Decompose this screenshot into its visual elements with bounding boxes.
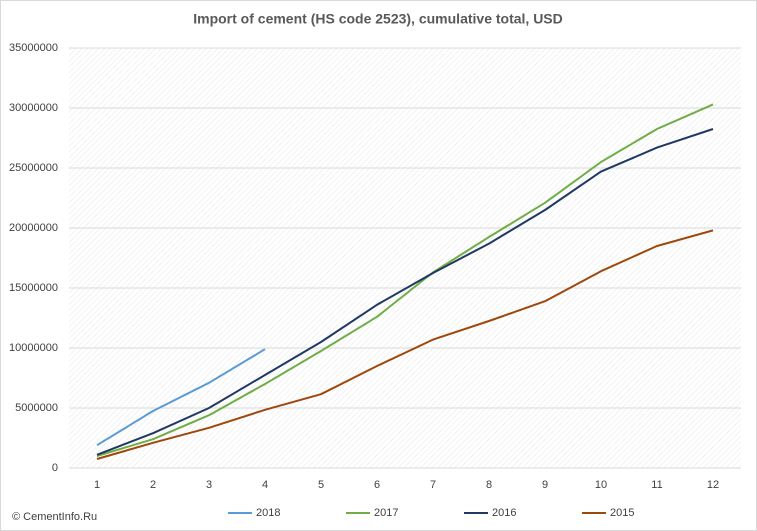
- source: © CementInfo.Ru: [12, 511, 97, 523]
- legend-label: 2015: [610, 507, 634, 519]
- legend-label: 2018: [256, 507, 280, 519]
- x-tick-label: 5: [318, 479, 324, 491]
- x-tick-label: 11: [651, 479, 662, 491]
- y-tick-label: 20000000: [9, 222, 58, 234]
- x-tick-label: 10: [595, 479, 607, 491]
- series-line: [96, 103, 714, 457]
- plot-area: [69, 48, 741, 468]
- x-tick-label: 12: [707, 479, 719, 491]
- series-line: [96, 128, 714, 456]
- y-tick-label: 0: [52, 462, 58, 474]
- x-tick-label: 1: [94, 479, 100, 491]
- y-tick-label: 5000000: [15, 402, 58, 414]
- x-tick-label: 8: [486, 479, 492, 491]
- legend-label: 2017: [374, 507, 398, 519]
- y-tick-label: 15000000: [9, 282, 58, 294]
- x-tick-label: 9: [542, 479, 548, 491]
- legend-label: 2016: [492, 507, 516, 519]
- y-tick-label: 25000000: [9, 162, 58, 174]
- series-line: [96, 229, 714, 460]
- y-tick-label: 35000000: [9, 42, 58, 54]
- x-tick-label: 4: [262, 479, 268, 491]
- y-tick-label: 10000000: [9, 342, 58, 354]
- x-tick-label: 6: [374, 479, 380, 491]
- x-tick-label: 2: [150, 479, 156, 491]
- x-tick-label: 7: [430, 479, 436, 491]
- chart-title: Import of cement (HS code 2523), cumulat…: [193, 11, 563, 27]
- y-tick-label: 30000000: [9, 102, 58, 114]
- series-line: [96, 348, 266, 447]
- x-tick-label: 3: [206, 479, 212, 491]
